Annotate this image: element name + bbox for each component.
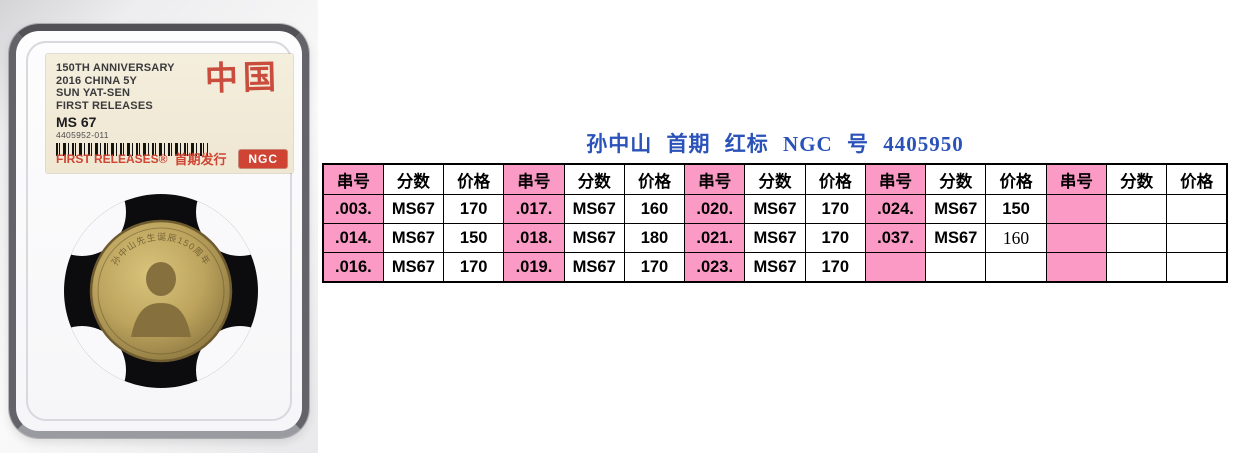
coin-image: 孙中山先生诞辰150周年 xyxy=(89,219,233,363)
col-header-grade: 分数 xyxy=(382,163,445,195)
cell-price: 170 xyxy=(804,194,866,224)
cell-grade: MS67 xyxy=(925,194,987,224)
col-header-price: 价格 xyxy=(985,163,1047,195)
price-table: 串号 分数 价格 串号 分数 价格 串号 分数 价格 串号 分数 价格 串号 分数 价格 .003. MS67 1… xyxy=(322,163,1228,283)
col-header-serial: 串号 xyxy=(864,163,927,195)
cell-price: 170 xyxy=(623,252,686,283)
china-stamp: 中国 xyxy=(204,57,282,98)
cell-grade xyxy=(1105,194,1168,224)
cell-price: 160 xyxy=(985,223,1047,253)
col-header-grade: 分数 xyxy=(1105,163,1168,195)
cell-serial: .024. xyxy=(864,194,927,224)
col-header-serial: 串号 xyxy=(684,163,746,195)
col-header-serial: 串号 xyxy=(322,163,384,195)
cell-grade: MS67 xyxy=(563,194,625,224)
cell-grade: MS67 xyxy=(563,252,625,283)
cell-serial xyxy=(1045,223,1107,253)
cell-serial: .020. xyxy=(684,194,746,224)
cell-serial xyxy=(1045,252,1107,283)
first-releases-cn-text: 首期发行 xyxy=(174,152,227,167)
coin-photo: 150TH ANNIVERSARY 2016 CHINA 5Y SUN YAT-… xyxy=(0,0,318,453)
label-line: 150TH ANNIVERSARY xyxy=(56,62,175,74)
cell-grade: MS67 xyxy=(563,223,625,253)
label-footer: FIRST RELEASES® 首期发行 NGC xyxy=(56,149,287,168)
cell-price xyxy=(1166,252,1228,283)
ngc-label: 150TH ANNIVERSARY 2016 CHINA 5Y SUN YAT-… xyxy=(46,54,293,173)
cell-serial: .021. xyxy=(684,223,746,253)
label-line: SUN YAT-SEN xyxy=(56,87,131,99)
cell-serial: .018. xyxy=(503,223,565,253)
col-header-price: 价格 xyxy=(804,163,866,195)
listing-title: 孙中山 首期 红标 NGC 号 4405950 xyxy=(586,132,964,156)
ngc-slab: 150TH ANNIVERSARY 2016 CHINA 5Y SUN YAT-… xyxy=(9,24,309,438)
table-row: .016. MS67 170.019. MS67 170.023. MS67 170 xyxy=(322,252,1228,283)
cell-serial: .037. xyxy=(864,223,927,253)
col-header-grade: 分数 xyxy=(744,163,806,195)
col-header-price: 价格 xyxy=(443,163,505,195)
col-header-grade: 分数 xyxy=(925,163,987,195)
cell-serial: .023. xyxy=(684,252,746,283)
col-header-price: 价格 xyxy=(1166,163,1228,195)
cell-grade: MS67 xyxy=(744,252,806,283)
col-header-serial: 串号 xyxy=(1045,163,1107,195)
cell-grade: MS67 xyxy=(744,223,806,253)
portrait-shoulders xyxy=(131,303,191,337)
cell-grade xyxy=(1105,252,1168,283)
cell-grade: MS67 xyxy=(382,223,445,253)
cell-price: 180 xyxy=(623,223,686,253)
cell-serial: .003. xyxy=(322,194,384,224)
cell-price: 150 xyxy=(985,194,1047,224)
cell-grade: MS67 xyxy=(382,194,445,224)
cell-price: 150 xyxy=(443,223,505,253)
table-row: .003. MS67 170.017. MS67 160.020. MS67 170.024… xyxy=(322,194,1228,224)
ngc-logo: NGC xyxy=(239,149,287,168)
first-releases-text: FIRST RELEASES® xyxy=(56,151,168,166)
col-header-serial: 串号 xyxy=(503,163,565,195)
cell-serial: .014. xyxy=(322,223,384,253)
portrait-head xyxy=(146,262,176,296)
label-line: FIRST RELEASES xyxy=(56,99,153,112)
cell-price: 170 xyxy=(804,223,866,253)
table-row: .014. MS67 150.018. MS67 180.021. MS67 170.037… xyxy=(322,223,1228,253)
cell-price xyxy=(1166,194,1228,224)
cell-price xyxy=(985,252,1047,283)
cell-serial xyxy=(864,252,927,283)
cell-serial xyxy=(1045,194,1107,224)
barcode xyxy=(56,143,208,156)
cell-serial: .016. xyxy=(322,252,384,283)
coin-inner-ring xyxy=(97,227,225,355)
cell-price: 170 xyxy=(443,194,505,224)
cell-grade: MS67 xyxy=(925,223,987,253)
cell-price: 170 xyxy=(443,252,505,283)
cell-price xyxy=(1166,223,1228,253)
label-line: 2016 CHINA 5Y xyxy=(56,74,138,87)
cell-grade: MS67 xyxy=(382,252,445,283)
col-header-grade: 分数 xyxy=(563,163,625,195)
col-header-price: 价格 xyxy=(623,163,686,195)
label-text-block: 150TH ANNIVERSARY 2016 CHINA 5Y SUN YAT-… xyxy=(56,62,208,156)
cert-number: 4405952-011 xyxy=(56,130,109,140)
cell-grade xyxy=(925,252,987,283)
cell-grade xyxy=(1105,223,1168,253)
cell-price: 160 xyxy=(623,194,686,224)
grade-text: MS 67 xyxy=(56,114,97,130)
cell-grade: MS67 xyxy=(744,194,806,224)
cell-serial: .019. xyxy=(503,252,565,283)
cell-price: 170 xyxy=(804,252,866,283)
cell-serial: .017. xyxy=(503,194,565,224)
